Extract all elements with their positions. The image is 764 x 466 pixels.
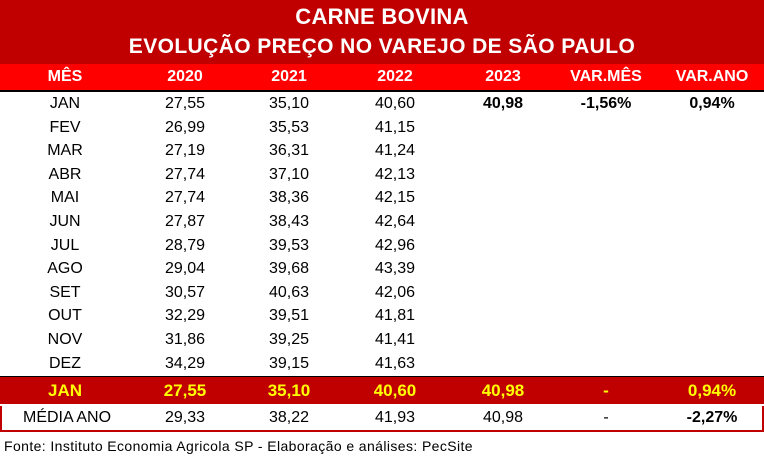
cell-y2022: 41,15 <box>374 118 416 136</box>
cell-var-ano: 0,94% <box>689 95 735 112</box>
cell-y2021: 37,10 <box>268 165 310 183</box>
cell-y2020: 31,86 <box>164 331 206 348</box>
table-row: JUN 27,87 38,43 42,64 <box>0 210 764 234</box>
cell-y2020: 27,19 <box>164 142 206 160</box>
media-2022: 41,93 <box>374 409 416 426</box>
header-mes: MÊS <box>47 68 83 85</box>
highlight-2021: 35,10 <box>267 381 311 400</box>
media-var-mes: - <box>603 409 609 426</box>
cell-y2021: 39,53 <box>268 236 310 254</box>
highlight-2023: 40,98 <box>481 381 525 400</box>
cell-mes: NOV <box>47 331 83 348</box>
cell-y2022: 42,13 <box>374 165 416 183</box>
highlight-divider <box>0 376 764 377</box>
media-label: MÉDIA ANO <box>22 409 112 426</box>
table-row: NOV 31,86 39,25 41,41 <box>0 328 764 352</box>
cell-y2020: 30,57 <box>164 283 206 301</box>
cell-y2020: 27,74 <box>164 189 206 207</box>
cell-y2022: 41,81 <box>374 307 416 325</box>
cell-y2021: 39,51 <box>268 307 310 325</box>
header-divider <box>0 90 764 92</box>
header-var-ano: VAR.ANO <box>675 68 749 85</box>
cell-y2022: 42,96 <box>374 236 416 254</box>
cell-y2022: 40,60 <box>374 95 416 112</box>
media-2021: 38,22 <box>268 409 310 426</box>
table-row: MAI 27,74 38,36 42,15 <box>0 186 764 210</box>
media-var-ano: -2,27% <box>686 409 738 426</box>
cell-mes: JAN <box>49 95 81 112</box>
table-row: FEV 26,99 35,53 41,15 <box>0 116 764 140</box>
cell-y2022: 41,24 <box>374 142 416 160</box>
source-note: Fonte: Instituto Economia Agricola SP - … <box>4 438 473 454</box>
cell-y2021: 39,15 <box>268 354 310 372</box>
header-var-mes: VAR.MÊS <box>570 68 642 85</box>
media-row: MÉDIA ANO 29,33 38,22 41,93 40,98 - -2,2… <box>0 406 764 432</box>
cell-mes: ABR <box>48 165 82 183</box>
cell-y2022: 42,64 <box>374 213 416 230</box>
cell-mes: DEZ <box>49 354 81 372</box>
cell-y2020: 26,99 <box>164 118 206 136</box>
table-row: AGO 29,04 39,68 43,39 <box>0 257 764 281</box>
table-row: JAN 27,55 35,10 40,60 40,98 -1,56% 0,94% <box>0 92 764 116</box>
media-right-border <box>762 406 764 432</box>
media-2020: 29,33 <box>164 409 206 426</box>
highlight-var-mes: - <box>603 381 609 400</box>
header-2020: 2020 <box>167 68 203 85</box>
cell-mes: JUN <box>49 213 81 230</box>
cell-y2020: 29,04 <box>164 260 206 278</box>
cell-mes: MAI <box>50 189 80 207</box>
highlight-row: JAN 27,55 35,10 40,60 40,98 - 0,94% <box>0 377 764 404</box>
cell-var-mes: -1,56% <box>580 95 632 112</box>
table-row: DEZ 34,29 39,15 41,63 <box>0 352 764 376</box>
cell-mes: JUL <box>50 236 80 254</box>
cell-mes: AGO <box>47 260 83 278</box>
cell-y2021: 39,68 <box>268 260 310 278</box>
cell-y2021: 38,43 <box>268 213 310 230</box>
cell-mes: SET <box>49 283 81 301</box>
highlight-2020: 27,55 <box>163 381 207 400</box>
table-row: MAR 27,19 36,31 41,24 <box>0 139 764 163</box>
cell-y2020: 28,79 <box>164 236 206 254</box>
cell-mes: OUT <box>48 307 82 325</box>
table-row: SET 30,57 40,63 42,06 <box>0 281 764 305</box>
cell-y2021: 38,36 <box>268 189 310 207</box>
cell-y2022: 41,63 <box>374 354 416 372</box>
cell-y2021: 35,10 <box>268 95 310 112</box>
cell-y2022: 42,06 <box>374 283 416 301</box>
table-row: ABR 27,74 37,10 42,13 <box>0 163 764 187</box>
cell-y2023: 40,98 <box>482 95 524 112</box>
cell-y2020: 32,29 <box>164 307 206 325</box>
cell-y2021: 36,31 <box>268 142 310 160</box>
header-2023: 2023 <box>485 68 521 85</box>
table-row: OUT 32,29 39,51 41,81 <box>0 304 764 328</box>
cell-y2020: 27,55 <box>164 95 206 112</box>
cell-mes: MAR <box>47 142 83 160</box>
cell-y2022: 42,15 <box>374 189 416 207</box>
highlight-var-ano: 0,94% <box>687 381 737 400</box>
media-left-border <box>0 406 2 432</box>
cell-y2022: 43,39 <box>374 260 416 278</box>
highlight-mes: JAN <box>47 381 82 400</box>
cell-y2021: 35,53 <box>268 118 310 136</box>
header-2021: 2021 <box>271 68 307 85</box>
header-2022: 2022 <box>377 68 413 85</box>
media-2023: 40,98 <box>482 409 524 426</box>
cell-y2022: 41,41 <box>374 331 416 348</box>
cell-y2020: 27,87 <box>164 213 206 230</box>
table-row: JUL 28,79 39,53 42,96 <box>0 234 764 258</box>
header-row: MÊS 2020 2021 2022 2023 VAR.MÊS VAR.ANO <box>0 64 764 90</box>
cell-mes: FEV <box>49 118 81 136</box>
cell-y2021: 40,63 <box>268 283 310 301</box>
title-line-1: CARNE BOVINA <box>295 4 469 29</box>
table-title: CARNE BOVINA EVOLUÇÃO PREÇO NO VAREJO DE… <box>0 0 764 64</box>
highlight-2022: 40,60 <box>373 381 417 400</box>
cell-y2021: 39,25 <box>268 331 310 348</box>
cell-y2020: 27,74 <box>164 165 206 183</box>
title-line-2: EVOLUÇÃO PREÇO NO VAREJO DE SÃO PAULO <box>128 35 636 58</box>
cell-y2020: 34,29 <box>164 354 206 372</box>
